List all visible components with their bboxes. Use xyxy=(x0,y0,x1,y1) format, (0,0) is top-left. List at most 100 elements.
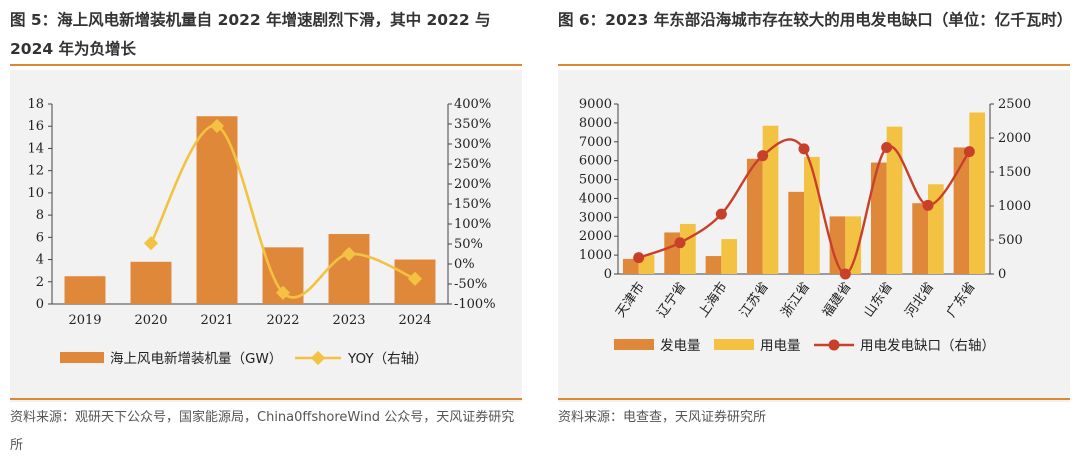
left-bottom-rule xyxy=(10,398,522,400)
bar-consumption-8 xyxy=(969,112,986,274)
right-y-tick-label: 2000 xyxy=(998,131,1031,146)
x-tick-label: 广东省 xyxy=(944,280,979,321)
x-tick-label: 2023 xyxy=(332,313,365,328)
left-figure-panel: 图 5：海上风电新增装机量自 2022 年增速剧烈下滑，其中 2022 与 20… xyxy=(0,0,530,467)
left-title-rule xyxy=(10,64,522,66)
bar-2020 xyxy=(130,261,172,304)
left-y-tick-label: 4000 xyxy=(579,191,612,206)
bar-consumption-6 xyxy=(886,126,903,274)
right-y-tick-label: 0% xyxy=(454,257,475,272)
legend-swatch-generation xyxy=(614,339,654,350)
right-title-rule xyxy=(558,64,1070,66)
x-tick-label: 辽宁省 xyxy=(654,279,689,320)
left-figure-title: 图 5：海上风电新增装机量自 2022 年增速剧烈下滑，其中 2022 与 20… xyxy=(10,11,491,58)
left-y-tick-label: 2 xyxy=(36,275,44,290)
right-y-tick-label: 0 xyxy=(998,267,1006,282)
left-y-tick-label: 0 xyxy=(36,297,44,312)
legend-label-generation: 发电量 xyxy=(660,338,701,354)
left-y-tick-label: 12 xyxy=(27,164,44,179)
bar-generation-6 xyxy=(870,162,887,274)
bar-consumption-1 xyxy=(680,223,696,274)
right-y-tick-label: 1500 xyxy=(998,165,1031,180)
gap-marker xyxy=(715,208,727,220)
right-y-tick-label: 250% xyxy=(454,157,491,172)
left-y-tick-label: 0 xyxy=(604,267,612,282)
right-y-tick-label: 200% xyxy=(454,177,491,192)
legend-label-yoy: YOY（右轴） xyxy=(347,351,428,367)
gap-marker xyxy=(922,199,934,211)
left-y-tick-label: 8 xyxy=(36,208,44,223)
gap-marker xyxy=(633,252,645,264)
x-tick-label: 上海市 xyxy=(695,279,730,320)
left-y-tick-label: 6000 xyxy=(579,154,612,169)
yoy-marker xyxy=(407,271,423,286)
x-tick-label: 福建省 xyxy=(820,280,855,321)
left-y-tick-label: 10 xyxy=(27,186,44,201)
left-y-tick-label: 14 xyxy=(27,141,44,156)
left-y-tick-label: 9000 xyxy=(579,97,612,112)
bar-consumption-2 xyxy=(721,239,738,274)
bar-generation-2 xyxy=(705,256,722,274)
right-y-tick-label: -50% xyxy=(454,277,487,292)
yoy-marker xyxy=(341,246,357,262)
right-y-tick-label: 50% xyxy=(454,237,483,252)
gap-marker xyxy=(963,146,975,158)
x-tick-label: 2019 xyxy=(68,313,101,328)
right-bottom-rule xyxy=(558,398,1070,400)
x-tick-label: 2024 xyxy=(398,313,431,328)
gap-marker xyxy=(881,142,893,154)
x-tick-label: 山东省 xyxy=(861,280,896,321)
left-y-tick-label: 2000 xyxy=(579,229,612,244)
x-tick-label: 江苏省 xyxy=(736,279,771,320)
left-y-tick-label: 7000 xyxy=(579,135,612,150)
right-y-tick-label: 500 xyxy=(998,233,1023,248)
gap-marker xyxy=(757,150,769,162)
right-y-tick-label: 100% xyxy=(454,217,491,232)
legend-label-consumption: 用电量 xyxy=(760,338,801,354)
left-y-tick-label: 8000 xyxy=(579,116,612,131)
x-tick-label: 河北省 xyxy=(903,280,938,321)
bar-2019 xyxy=(64,276,106,304)
right-y-tick-label: 1000 xyxy=(998,199,1031,214)
bar-2023 xyxy=(328,234,370,304)
legend-swatch-gap-marker xyxy=(828,339,840,351)
right-source-note: 资料来源：电查查，天风证券研究所 xyxy=(558,410,767,425)
bar-generation-7 xyxy=(912,203,928,274)
x-tick-label: 2022 xyxy=(266,313,299,328)
left-source-note: 资料来源：观研天下公众号，国家能源局，China0ffshoreWind 公众号… xyxy=(10,410,515,453)
right-y-tick-label: 350% xyxy=(454,117,491,132)
right-chart-area: 0 1000 2000 3000 4000 5000 6000 7000 8000 9000 0 50… xyxy=(558,70,1070,402)
right-figure-title: 图 6：2023 年东部沿海城市存在较大的用电发电缺口（单位：亿千瓦时） xyxy=(558,11,1073,29)
bar-generation-8 xyxy=(953,147,970,274)
offshore-wind-chart: 0 2 4 6 8 10 12 14 16 18 -100% -50% 0% 50% 100% 150% 200… xyxy=(27,97,495,367)
bar-generation-4 xyxy=(788,191,804,274)
left-y-tick-label: 6 xyxy=(36,230,44,245)
x-tick-label: 2020 xyxy=(134,313,167,328)
gap-line xyxy=(638,138,971,276)
legend-swatch-consumption xyxy=(714,339,754,350)
left-y-tick-label: 5000 xyxy=(579,173,612,188)
legend-swatch-bars xyxy=(60,352,104,363)
legend-swatch-marker xyxy=(310,350,326,366)
bar-generation-3 xyxy=(746,158,763,274)
bar-consumption-5 xyxy=(845,216,862,274)
left-y-tick-label: 16 xyxy=(27,119,44,134)
x-tick-label: 2021 xyxy=(200,313,233,328)
bar-consumption-4 xyxy=(804,156,820,274)
bar-consumption-3 xyxy=(762,125,779,274)
left-y-tick-label: 3000 xyxy=(579,210,612,225)
right-y-tick-label: 300% xyxy=(454,137,491,152)
gap-marker xyxy=(839,268,851,280)
left-chart-area: 0 2 4 6 8 10 12 14 16 18 -100% -50% 0% 50% 100% 150% 200… xyxy=(10,70,522,402)
left-y-tick-label: 18 xyxy=(27,97,44,112)
bar-generation-5 xyxy=(829,216,846,274)
right-y-tick-label: 2500 xyxy=(998,97,1031,112)
x-tick-label: 浙江省 xyxy=(779,280,814,321)
x-tick-label: 天津市 xyxy=(612,279,647,320)
yoy-marker xyxy=(143,236,159,251)
yoy-marker xyxy=(275,285,291,300)
bar-generation-0 xyxy=(622,258,639,274)
power-gap-chart: 0 1000 2000 3000 4000 5000 6000 7000 8000 9000 0 50… xyxy=(579,97,1031,354)
right-figure-panel: 图 6：2023 年东部沿海城市存在较大的用电发电缺口（单位：亿千瓦时） 0 10… xyxy=(548,0,1080,467)
right-y-tick-label: 400% xyxy=(454,97,491,112)
